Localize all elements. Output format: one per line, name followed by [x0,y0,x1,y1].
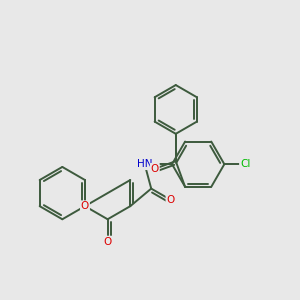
Text: O: O [151,164,159,174]
Text: HN: HN [137,159,152,169]
Text: O: O [103,236,112,247]
Text: O: O [81,201,89,211]
Text: O: O [167,195,175,205]
Text: Cl: Cl [240,159,250,169]
